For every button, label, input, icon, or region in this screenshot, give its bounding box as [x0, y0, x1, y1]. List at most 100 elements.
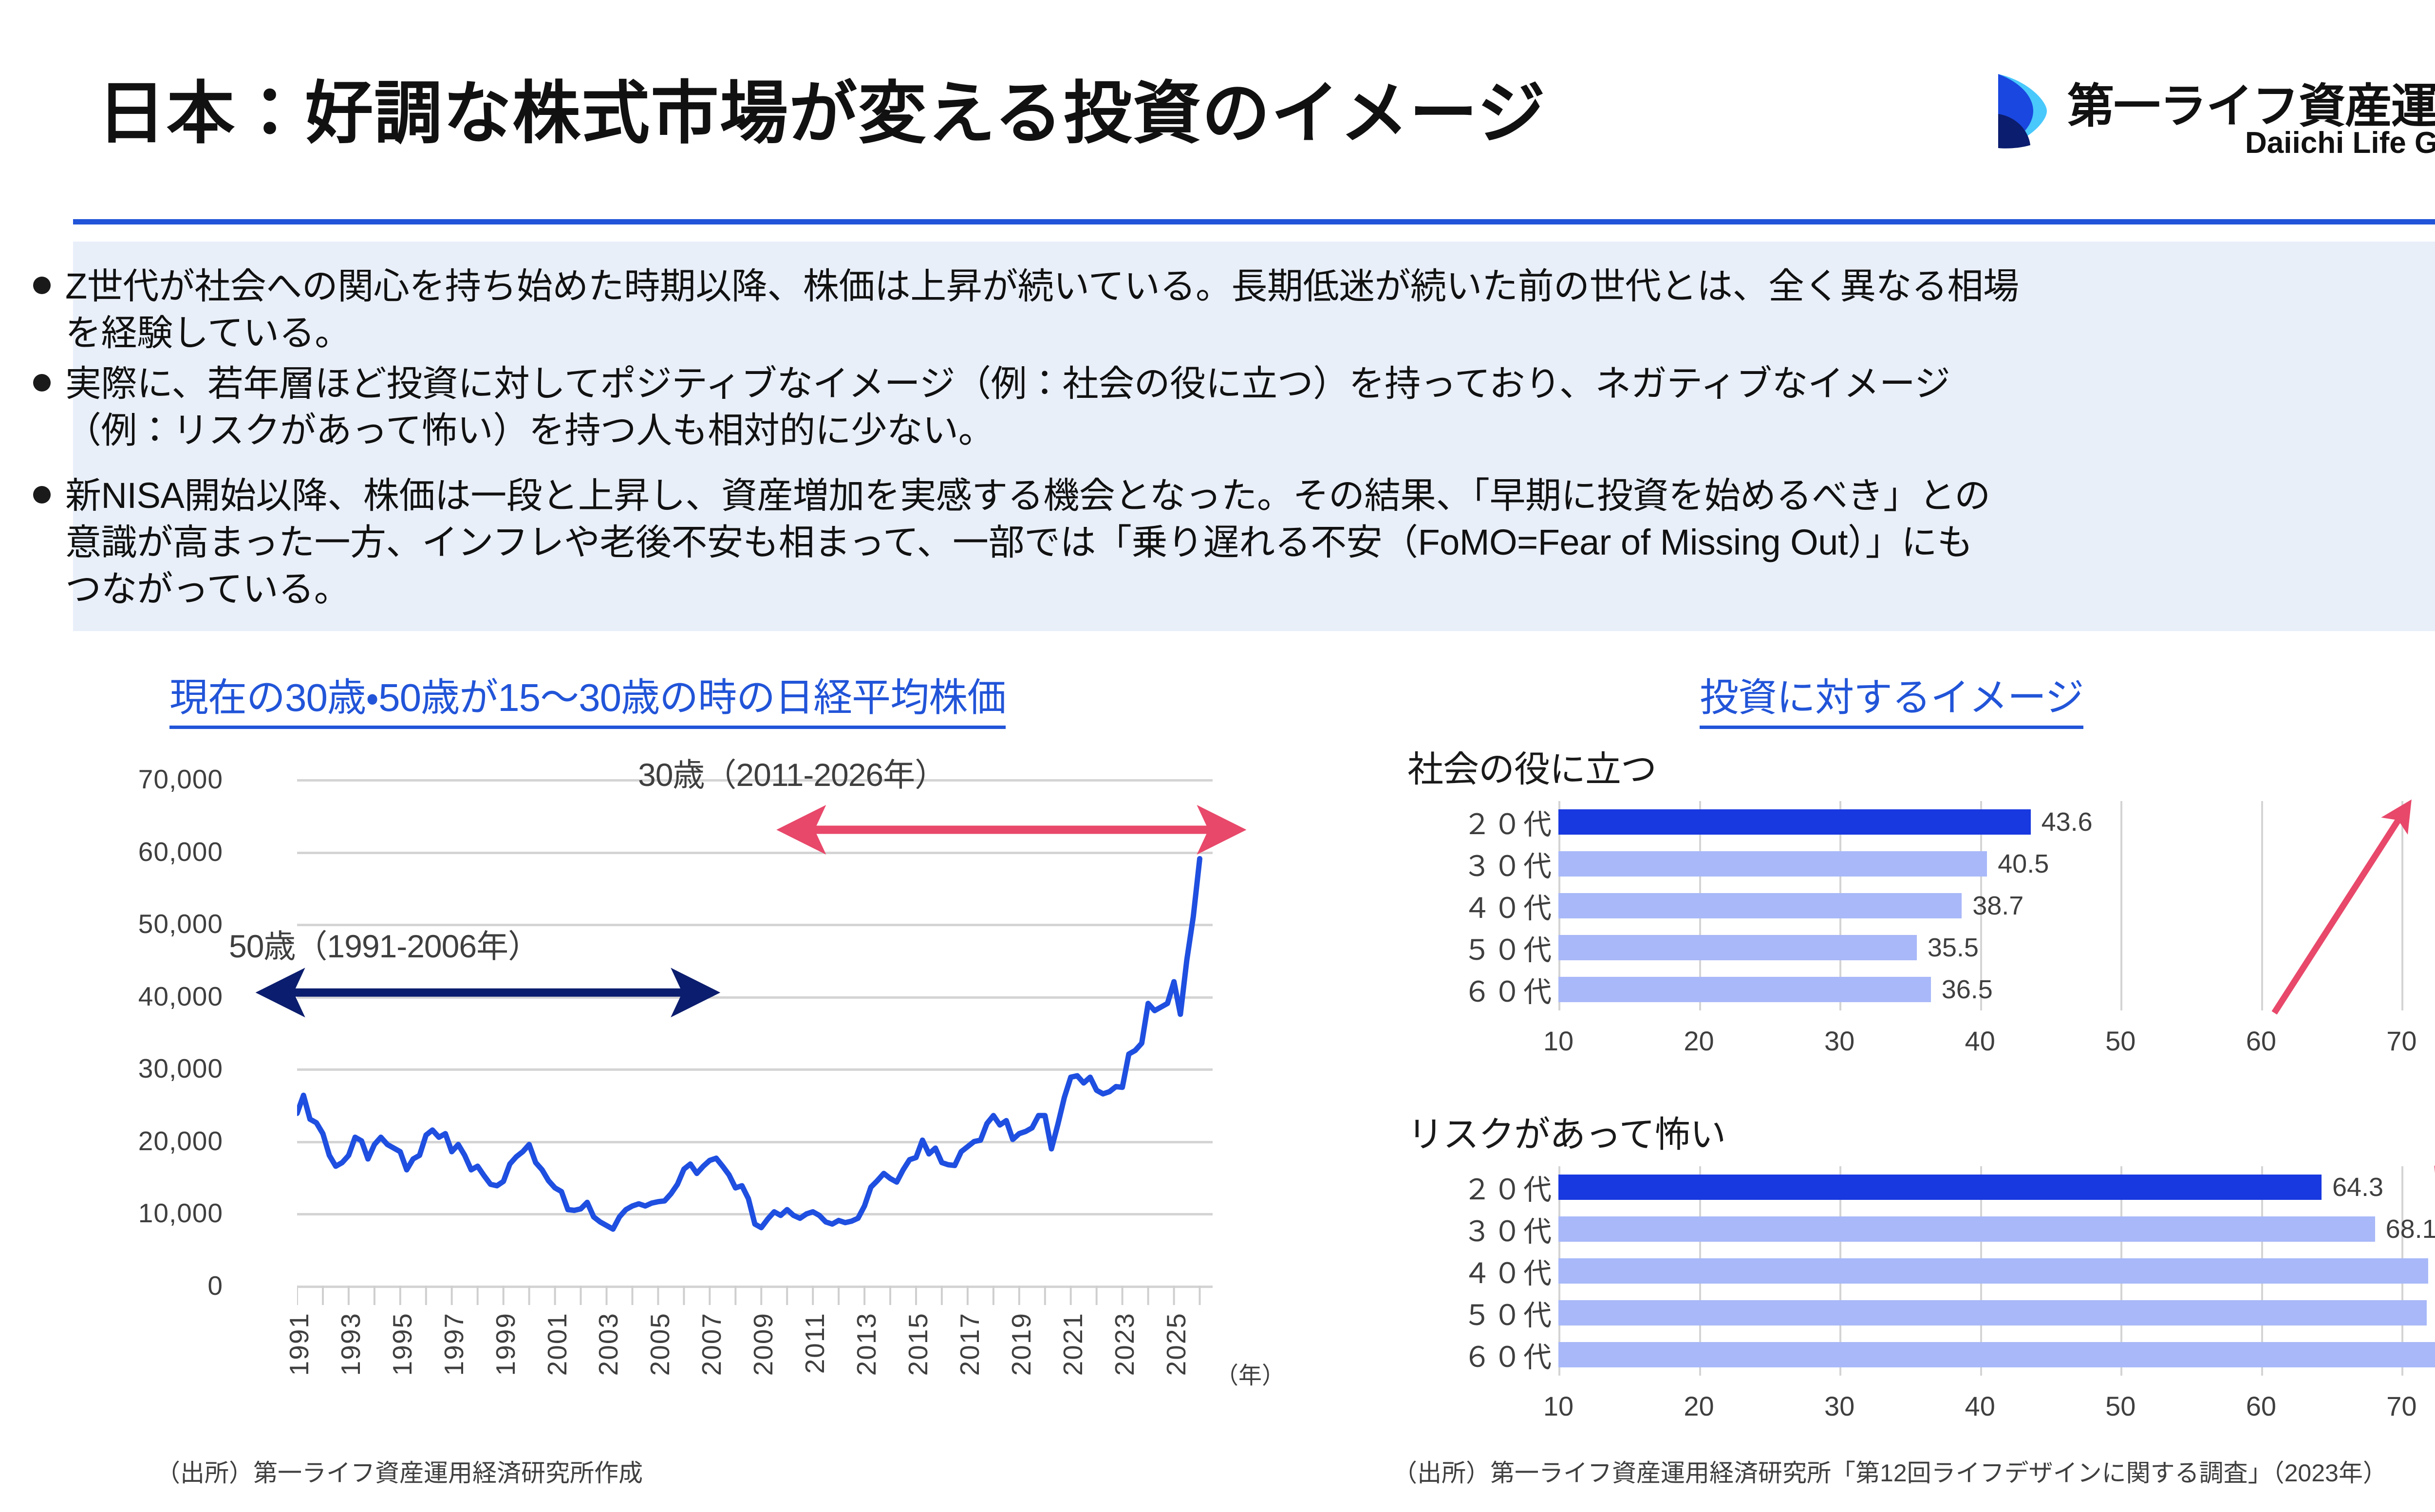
bar-row: ６０代74.0 [1463, 1342, 2435, 1373]
y-axis-tick-label: 50,000 [138, 909, 223, 939]
gridline [297, 1068, 1213, 1071]
bar [1558, 851, 1987, 877]
gridline [1980, 801, 1982, 1010]
bar-row: ４０代71.9 [1463, 1258, 2435, 1289]
x-axis-tick-label: 60 [2246, 1391, 2276, 1421]
x-axis-tick-label: 1999 [490, 1312, 521, 1376]
negative-image-bar-chart: リスクがあって怖い ２０代 64.3 ３０代 68.1 ４０代71.9 ５０代71.8 ６０… [1398, 1105, 2435, 1421]
y-axis-tick-label: 20,000 [138, 1125, 223, 1156]
bullet-dot-icon [33, 374, 51, 392]
bar-chart-caption: リスクがあって怖い [1407, 1114, 1726, 1155]
bar-category-label: ２０代 [1462, 1174, 1554, 1206]
bar-value-label: 36.5 [1941, 974, 1993, 1004]
bar [1558, 1175, 2322, 1200]
bar-value-label: 43.6 [2041, 807, 2093, 837]
bar-category-label: ４０代 [1462, 1257, 1554, 1289]
logo-group-name: Daiichi Life Group [2245, 126, 2435, 160]
positive-image-bar-chart: 社会の役に立つ ２０代 43.6 ３０代 40.5 ４０代 38.7 ５０代 35.5 ６０代 3… [1398, 740, 2435, 1056]
gridline [297, 779, 1213, 782]
x-axis-tick-label: 2021 [1057, 1312, 1088, 1376]
y-axis-tick-label: 70,000 [138, 764, 223, 794]
x-axis-tick-label: 2009 [748, 1312, 779, 1376]
bullet-dot-icon [33, 486, 51, 504]
bar [1558, 1300, 2427, 1325]
x-axis-tick-label: 2019 [1006, 1312, 1036, 1376]
daiichi-leaf-mark-icon [1998, 74, 2047, 149]
x-axis-ticks [297, 1286, 1201, 1305]
bar-value-label: 64.3 [2332, 1172, 2384, 1202]
bar-category-label: ５０代 [1462, 1299, 1554, 1331]
x-axis-tick-label: 30 [1824, 1026, 1855, 1056]
bar [1558, 893, 1962, 918]
y-axis-tick-label: 0 [207, 1270, 223, 1301]
gridline [297, 1140, 1213, 1143]
gridline [297, 996, 1213, 999]
page-title: 日本：好調な株式市場が変える投資のイメージ [97, 75, 1547, 151]
bar-category-label: ４０代 [1462, 892, 1554, 924]
x-axis-tick-label: 2011 [800, 1312, 830, 1374]
x-axis-tick-label: 30 [1824, 1391, 1855, 1421]
left-chart-title: 現在の30歳・50歳が15〜30歳の時の日経平均株価 [169, 666, 1006, 729]
x-axis-tick-label: 1995 [387, 1312, 417, 1376]
bar-category-label: ６０代 [1462, 976, 1554, 1008]
bar-row: ３０代 68.1 [1463, 1214, 2435, 1248]
x-axis-tick-label: 2015 [902, 1312, 933, 1376]
x-axis-tick-label: 40 [1965, 1026, 1995, 1056]
logo-company-name: 第一ライフ資産運用経済研究所 [2067, 80, 2435, 132]
y-axis-tick-label: 30,000 [138, 1053, 223, 1084]
gridline [2120, 801, 2123, 1010]
plot-area: ２０代 64.3 ３０代 68.1 ４０代71.9 ５０代71.8 ６０代74.0 [1463, 1166, 2435, 1376]
right-source-note: （出所）第一ライフ資産運用経済研究所「第12回ライフデザインに関する調査」（20… [1393, 1459, 2387, 1487]
bar-row: ５０代 35.5 [1463, 933, 2435, 966]
x-axis-tick-label: 50 [2105, 1026, 2136, 1056]
bar-category-label: ５０代 [1462, 934, 1554, 966]
bullet-text: 新NISA開始以降、株価は一段と上昇し、資産増加を実感する機会となった。その結果… [65, 475, 1990, 610]
left-source-note: （出所）第一ライフ資産運用経済研究所作成 [156, 1459, 643, 1487]
x-axis-tick-label: 2025 [1161, 1312, 1191, 1376]
x-axis-tick-label: 2007 [696, 1312, 727, 1376]
list-item: 新NISA開始以降、株価は一段と上昇し、資産増加を実感する機会となった。その結果… [33, 472, 2435, 613]
y-axis-tick-label: 10,000 [138, 1198, 223, 1229]
bar-category-label: ３０代 [1462, 1215, 1554, 1248]
bullet-dot-icon [33, 277, 51, 294]
bar-row: ５０代71.8 [1463, 1300, 2435, 1331]
x-axis-tick-label: 70 [2386, 1391, 2417, 1421]
bar-category-label: ６０代 [1462, 1341, 1554, 1373]
gen50-annotation-label: 50歳（1991-2006年） [229, 928, 540, 964]
x-axis-unit: （年） [1215, 1363, 1286, 1389]
summary-panel [73, 242, 2435, 631]
x-axis-tick-label: 20 [1684, 1391, 1714, 1421]
x-axis-tick-label: 1993 [335, 1312, 366, 1376]
bar-row: ２０代 64.3 [1463, 1172, 2435, 1206]
bar-value-label: 38.7 [1972, 891, 2024, 920]
bar [1558, 1342, 2435, 1367]
x-axis-tick-label: 70 [2386, 1026, 2417, 1056]
bar-chart-caption: 社会の役に立つ [1407, 749, 1657, 789]
bar-category-label: ３０代 [1462, 850, 1554, 882]
x-axis-tick-label: 1997 [438, 1312, 469, 1376]
x-axis-tick-label: 2001 [542, 1312, 572, 1376]
bar [1558, 935, 1917, 960]
x-axis-tick-label: 60 [2246, 1026, 2276, 1056]
bar [1558, 809, 2031, 835]
x-axis-tick-label: 50 [2105, 1391, 2136, 1421]
x-axis-tick-label: 2003 [593, 1312, 624, 1376]
x-axis-tick-label: 2023 [1109, 1312, 1140, 1376]
gridline [2261, 801, 2263, 1010]
bar-row: ２０代 43.6 [1463, 807, 2435, 840]
bar-row: ６０代 36.5 [1463, 974, 2435, 1008]
x-axis-tick-label: 2017 [954, 1312, 985, 1376]
bar-row: ３０代 40.5 [1463, 849, 2435, 882]
bar-value-label: 40.5 [1998, 849, 2049, 878]
gen30-annotation-label: 30歳（2011-2026年） [638, 757, 947, 793]
y-axis-tick-label: 60,000 [138, 836, 223, 867]
bar-category-label: ２０代 [1462, 808, 1554, 840]
bullet-text: 実際に、若年層ほど投資に対してポジティブなイメージ（例：社会の役に立つ）を持って… [65, 363, 1950, 451]
gridline [297, 851, 1213, 854]
nikkei-series-path [297, 856, 1202, 1232]
bullet-text: Z世代が社会への関心を持ち始めた時期以降、株価は上昇が続いている。長期低迷が続い… [65, 266, 2019, 354]
x-axis-tick-label: 20 [1684, 1026, 1714, 1056]
plot-area [297, 779, 1213, 1305]
bar [1558, 1216, 2375, 1242]
